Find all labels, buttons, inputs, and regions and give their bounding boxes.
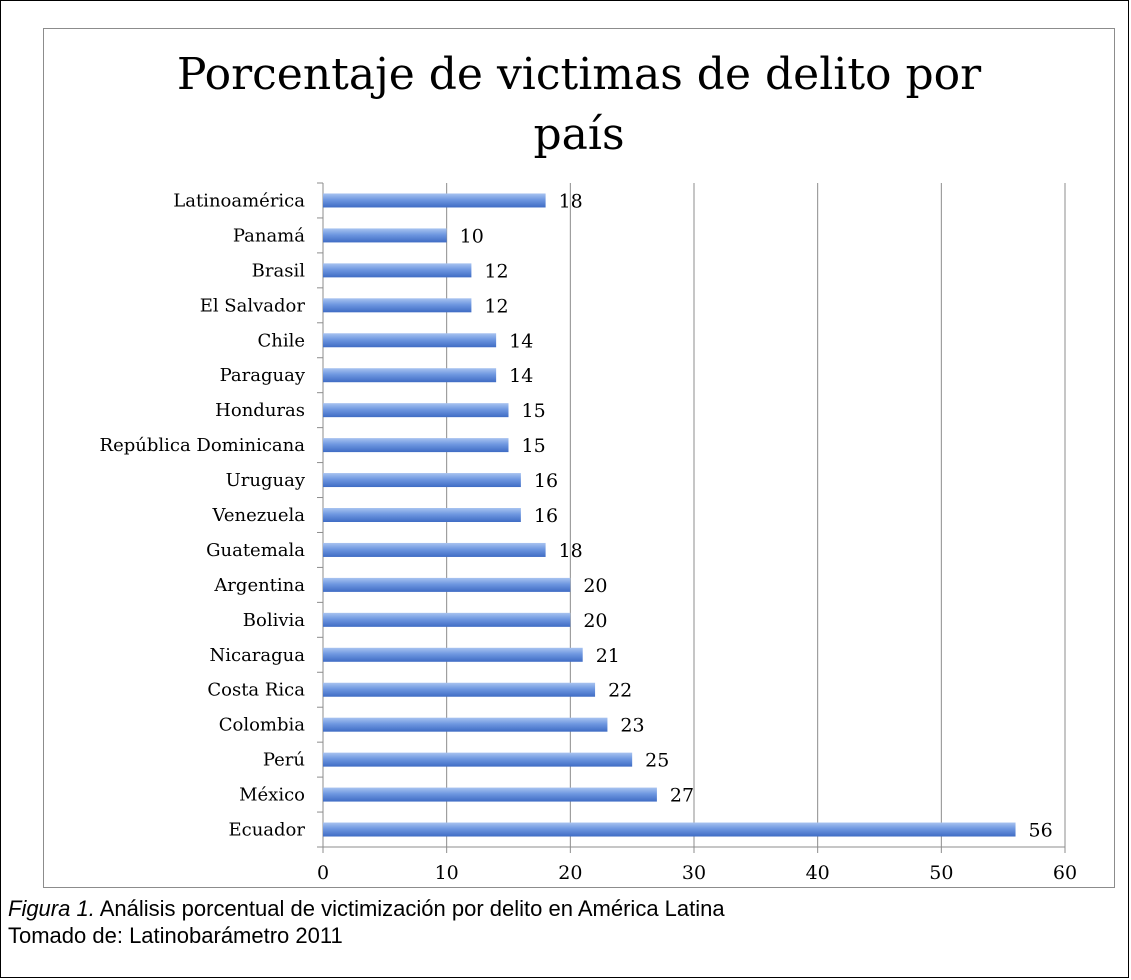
category-label: Nicaragua — [209, 645, 305, 666]
value-label: 10 — [460, 225, 484, 247]
category-label: El Salvador — [200, 295, 306, 316]
chart-title-line-2: país — [533, 109, 625, 160]
bar — [323, 717, 608, 732]
category-label: Venezuela — [212, 505, 306, 526]
x-tick-label: 0 — [317, 862, 329, 884]
category-label: Bolivia — [243, 610, 306, 631]
value-label: 25 — [645, 750, 669, 772]
category-label: Perú — [263, 750, 305, 771]
bar — [323, 438, 509, 453]
bar — [323, 263, 472, 278]
bar — [323, 508, 521, 522]
category-label: Uruguay — [226, 470, 306, 491]
bar — [323, 822, 1016, 837]
category-label: Guatemala — [206, 540, 305, 561]
value-label: 22 — [608, 680, 632, 702]
gridlines — [446, 183, 1066, 847]
value-label: 27 — [670, 785, 694, 807]
x-tick-label: 40 — [806, 862, 830, 884]
value-label: 16 — [534, 505, 558, 527]
bar — [323, 298, 472, 313]
value-label: 21 — [596, 645, 620, 667]
category-label: República Dominicana — [100, 435, 306, 456]
value-label: 12 — [484, 295, 508, 317]
category-label: Ecuador — [228, 820, 305, 841]
category-label: Chile — [257, 330, 305, 351]
value-label: 15 — [522, 400, 546, 422]
bar — [323, 473, 521, 488]
x-tick-label: 30 — [682, 862, 706, 884]
labels: 0 10 20 30 40 50 60 Latinoamérica 18 Panamá 10 Bras… — [100, 190, 1078, 884]
caption-source: Tomado de: Latinobarámetro 2011 — [8, 923, 343, 948]
category-label: Colombia — [219, 715, 306, 736]
x-tick-label: 10 — [435, 862, 459, 884]
bar — [323, 612, 571, 627]
category-label: Latinoamérica — [173, 190, 305, 211]
bar — [323, 577, 571, 592]
value-label: 18 — [559, 190, 583, 212]
bar — [323, 647, 583, 662]
value-label: 12 — [484, 260, 508, 282]
figure-text: Análisis porcentual de victimización por… — [94, 896, 725, 921]
category-label: Paraguay — [220, 365, 306, 386]
x-tick-label: 60 — [1053, 862, 1077, 884]
x-tick-label: 50 — [929, 862, 953, 884]
bar — [323, 228, 447, 243]
bar — [323, 787, 657, 802]
bar — [323, 542, 546, 557]
category-label: Panamá — [233, 225, 305, 246]
category-label: Brasil — [252, 260, 306, 281]
bar — [323, 368, 497, 383]
caption-line-1: Figura 1. Análisis porcentual de victimi… — [8, 895, 725, 922]
value-label: 20 — [583, 610, 607, 632]
category-label: Honduras — [215, 400, 305, 421]
chart-area — [43, 28, 1115, 888]
value-label: 18 — [559, 540, 583, 562]
bar — [323, 333, 497, 348]
bar — [323, 193, 546, 208]
figure-caption: Figura 1. Análisis porcentual de victimi… — [8, 895, 725, 949]
value-label: 14 — [509, 330, 533, 352]
category-label: México — [239, 785, 305, 806]
bar — [323, 752, 633, 767]
chart-title-line-1: Porcentaje de victimas de delito por — [176, 49, 982, 100]
bars — [323, 193, 1016, 837]
bar — [323, 403, 509, 418]
category-label: Costa Rica — [207, 680, 305, 701]
value-label: 20 — [583, 575, 607, 597]
chart-title: Porcentaje de victimas de delito por paí… — [43, 45, 1115, 165]
bar — [323, 682, 596, 697]
value-label: 56 — [1029, 820, 1053, 842]
value-label: 23 — [620, 715, 644, 737]
category-label: Argentina — [213, 575, 305, 596]
value-label: 15 — [522, 435, 546, 457]
value-label: 16 — [534, 470, 558, 492]
figure-label: Figura 1. — [8, 896, 95, 921]
value-label: 14 — [509, 365, 533, 387]
x-tick-label: 20 — [558, 862, 582, 884]
